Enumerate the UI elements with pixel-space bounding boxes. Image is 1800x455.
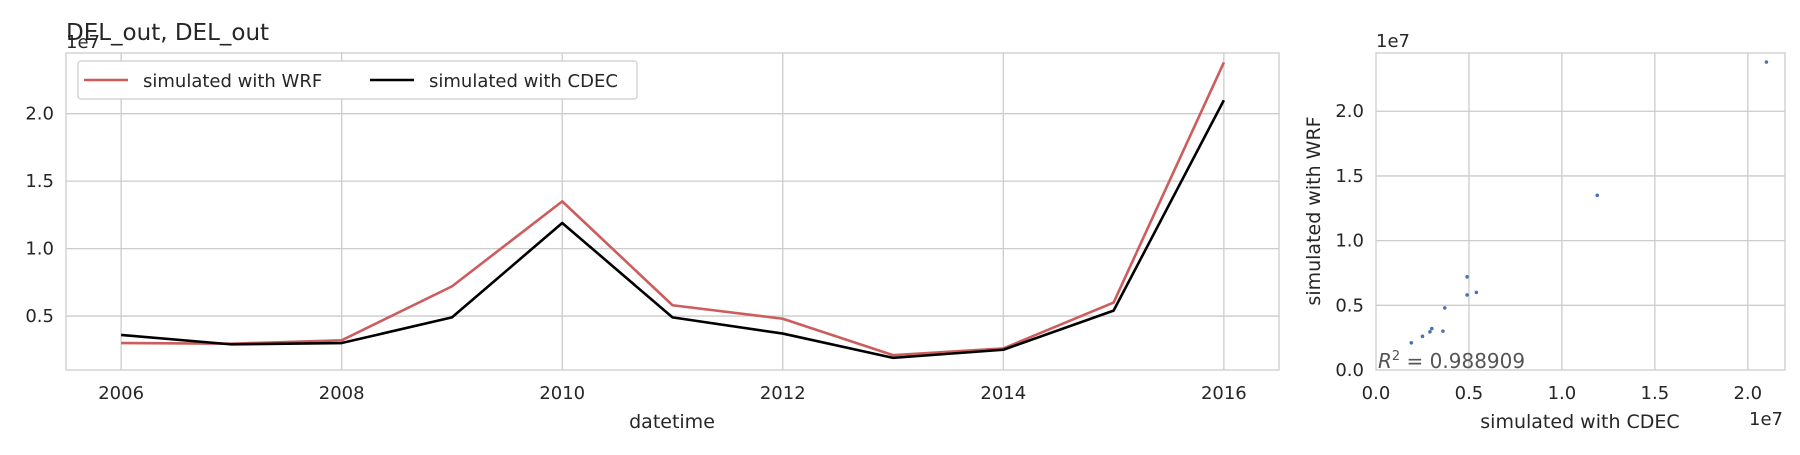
scatter-point [1429,326,1434,331]
scatter-y-tick-label: 0.5 [1335,295,1364,316]
line-chart-x-tick-label: 2008 [319,383,365,404]
scatter-x-offset-label: 1e7 [1749,409,1783,430]
legend-label-wrf: simulated with WRF [143,71,322,92]
scatter-point [1764,60,1769,64]
r-squared-symbol: R [1378,349,1392,373]
line-chart-x-tick-label: 2014 [980,383,1026,404]
scatter-y-tick-label: 0.0 [1335,360,1364,381]
line-chart-y-tick-label: 2.0 [25,104,54,125]
line-chart-title: DEL_out, DEL_out [66,20,269,46]
legend: simulated with WRF simulated with CDEC [77,60,638,100]
line-chart-x-label: datetime [629,411,715,433]
line-chart-x-tick-label: 2006 [98,383,144,404]
line-chart-y-tick-label: 0.5 [25,306,54,327]
scatter-point [1465,275,1469,279]
series-line-cdec [121,99,1226,360]
line-chart-y-tick-label: 1.0 [25,239,54,260]
line-chart-y-offset-label: 1e7 [66,32,100,53]
line-chart-x-tick-label: 2012 [760,383,806,404]
line-chart-x-tick-label: 2010 [539,383,585,404]
line-chart-plot-area [65,52,1280,371]
scatter-point [1420,334,1425,339]
scatter-y-label: simulated with WRF [1303,116,1325,305]
scatter-plot-area [1375,52,1786,371]
legend-box [77,60,638,100]
line-chart: DEL_out, DEL_out 1e7 2006 2008 2010 2012 201… [25,20,1280,433]
scatter-point [1428,330,1432,334]
scatter-x-label: simulated with CDEC [1480,411,1679,433]
scatter-x-tick-label: 1.5 [1641,383,1670,404]
legend-label-cdec: simulated with CDEC [429,71,618,92]
scatter-x-tick-label: 0.5 [1455,383,1484,404]
scatter-x-tick-label: 1.0 [1548,383,1577,404]
scatter-x-tick-label: 0.0 [1362,383,1391,404]
scatter-y-tick-label: 1.0 [1335,231,1364,252]
scatter-y-offset-label: 1e7 [1376,31,1410,52]
scatter-point [1465,293,1469,297]
r-squared-exponent: 2 [1392,349,1400,364]
series-line-wrf [121,61,1226,357]
scatter-point [1595,193,1600,198]
scatter-chart: 1e7 0.0 0.5 1.0 1.5 2.0 0.0 0.5 1.0 1.5 2.0 simul… [1303,31,1786,433]
r-squared-value: = 0.988909 [1400,349,1525,373]
scatter-x-tick-label: 2.0 [1733,383,1762,404]
scatter-point [1409,341,1414,345]
r-squared-annotation: R2 = 0.988909 [1378,349,1525,373]
scatter-y-tick-label: 1.5 [1335,166,1364,187]
line-chart-x-tick-label: 2016 [1201,383,1247,404]
line-chart-y-tick-label: 1.5 [25,171,54,192]
scatter-y-tick-label: 2.0 [1335,101,1364,122]
scatter-point [1441,329,1445,333]
scatter-point [1442,306,1447,310]
scatter-point [1474,290,1479,295]
